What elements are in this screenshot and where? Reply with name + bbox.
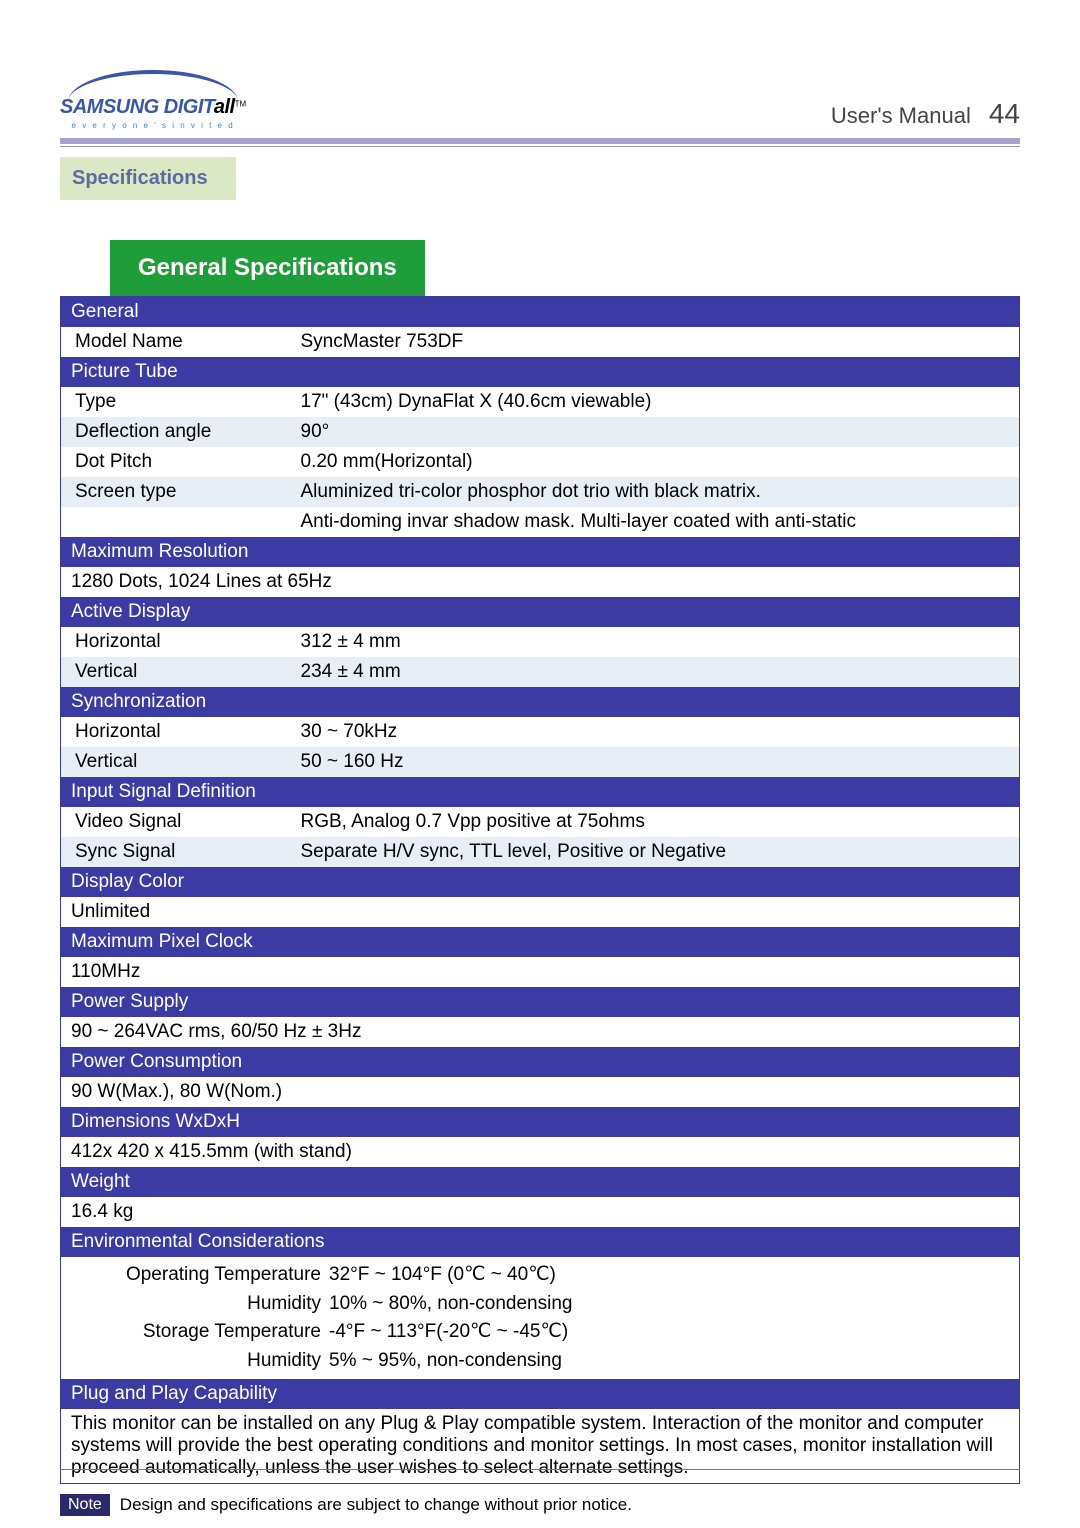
section-tab: Specifications [60,157,236,200]
section-header: Power Consumption [61,1047,1020,1077]
thin-rule [60,146,1020,147]
section-header: Active Display [61,597,1020,627]
section-header: Display Color [61,867,1020,897]
spec-value: RGB, Analog 0.7 Vpp positive at 75ohms [291,807,1020,837]
subsection-heading: General Specifications [110,240,425,296]
spec-value: 90 W(Max.), 80 W(Nom.) [61,1077,1020,1107]
logo-tagline: e v e r y o n e ' s i n v i t e d [72,121,235,130]
env-label: Operating Temperature [71,1261,321,1290]
section-header: Picture Tube [61,357,1020,387]
spec-value: This monitor can be installed on any Plu… [61,1409,1020,1484]
section-header: Weight [61,1167,1020,1197]
section-header: Dimensions WxDxH [61,1107,1020,1137]
accent-bar [60,138,1020,144]
logo-tm: TM [235,100,247,109]
page-number: 44 [989,98,1020,130]
note-row: Note Design and specifications are subje… [60,1494,1020,1516]
spec-value: 0.20 mm(Horizontal) [291,447,1020,477]
section-header: Input Signal Definition [61,777,1020,807]
spec-value: 90 ~ 264VAC rms, 60/50 Hz ± 3Hz [61,1017,1020,1047]
section-header: Power Supply [61,987,1020,1017]
section-header: Plug and Play Capability [61,1379,1020,1409]
spec-value: 30 ~ 70kHz [291,717,1020,747]
spec-label [61,507,291,537]
logo-suffix: all [214,96,235,118]
spec-value: 16.4 kg [61,1197,1020,1227]
spec-label: Screen type [61,477,291,507]
spec-label: Vertical [61,747,291,777]
spec-value: 312 ± 4 mm [291,627,1020,657]
spec-value: Unlimited [61,897,1020,927]
env-value: 10% ~ 80%, non-condensing [329,1290,1009,1319]
brand-logo: SAMSUNG DIGITallTM e v e r y o n e ' s i… [60,70,246,130]
spec-label: Horizontal [61,627,291,657]
env-value: 5% ~ 95%, non-condensing [329,1347,1009,1376]
section-header: General [61,297,1020,328]
specifications-table: GeneralModel NameSyncMaster 753DFPicture… [60,296,1020,1484]
spec-label: Horizontal [61,717,291,747]
spec-label: Type [61,387,291,417]
spec-label: Video Signal [61,807,291,837]
spec-label: Dot Pitch [61,447,291,477]
section-header: Synchronization [61,687,1020,717]
env-label: Humidity [71,1290,321,1319]
note-badge: Note [60,1494,110,1516]
env-label: Humidity [71,1347,321,1376]
env-label: Storage Temperature [71,1318,321,1347]
manual-title: User's Manual [831,103,971,129]
section-header: Maximum Resolution [61,537,1020,567]
page-header: SAMSUNG DIGITallTM e v e r y o n e ' s i… [60,70,1020,130]
note-text: Design and specifications are subject to… [120,1495,632,1515]
spec-value: 234 ± 4 mm [291,657,1020,687]
spec-label: Sync Signal [61,837,291,867]
header-right: User's Manual 44 [831,98,1020,130]
spec-label: Deflection angle [61,417,291,447]
spec-value: 50 ~ 160 Hz [291,747,1020,777]
spec-label: Vertical [61,657,291,687]
env-value: 32°F ~ 104°F (0℃ ~ 40℃) [329,1261,1009,1290]
spec-value: Separate H/V sync, TTL level, Positive o… [291,837,1020,867]
spec-value: Aluminized tri-color phosphor dot trio w… [291,477,1020,507]
footer-rule [60,1469,1020,1470]
spec-value: 110MHz [61,957,1020,987]
env-block: Operating Temperature 32°F ~ 104°F (0℃ ~ … [61,1257,1020,1379]
spec-value: 412x 420 x 415.5mm (with stand) [61,1137,1020,1167]
spec-value: Anti-doming invar shadow mask. Multi-lay… [291,507,1020,537]
section-header: Environmental Considerations [61,1227,1020,1257]
spec-label: Model Name [61,327,291,357]
spec-value: 1280 Dots, 1024 Lines at 65Hz [61,567,1020,597]
spec-value: SyncMaster 753DF [291,327,1020,357]
spec-value: 90° [291,417,1020,447]
spec-value: 17" (43cm) DynaFlat X (40.6cm viewable) [291,387,1020,417]
env-value: -4°F ~ 113°F(-20℃ ~ -45℃) [329,1318,1009,1347]
logo-wordmark: SAMSUNG DIGIT [60,96,214,118]
section-header: Maximum Pixel Clock [61,927,1020,957]
